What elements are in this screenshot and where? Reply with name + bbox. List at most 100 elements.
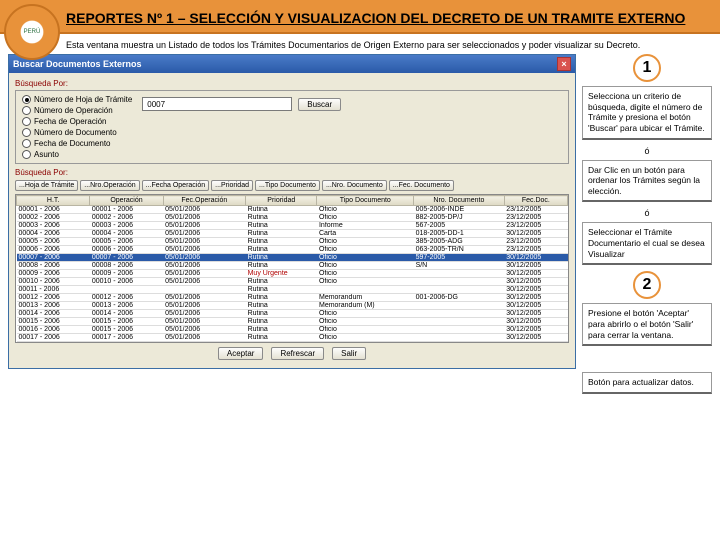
column-header[interactable]: Fec.Doc. — [504, 196, 567, 206]
table-cell: 00012 - 2006 — [17, 294, 90, 302]
table-cell: 05/01/2006 — [163, 310, 245, 318]
table-cell: 00004 - 2006 — [17, 230, 90, 238]
aceptar-button[interactable]: Aceptar — [218, 347, 264, 360]
table-row[interactable]: 00014 - 200600014 - 200605/01/2006Rutina… — [17, 310, 568, 318]
table-row[interactable]: 00001 - 200600001 - 200605/01/2006Rutina… — [17, 206, 568, 214]
table-row[interactable]: 00003 - 200600003 - 200605/01/2006Rutina… — [17, 222, 568, 230]
table-cell: 00017 - 2006 — [90, 334, 163, 342]
table-row[interactable]: 00015 - 200600015 - 200605/01/2006Rutina… — [17, 318, 568, 326]
callout-1: Selecciona un criterio de búsqueda, digi… — [582, 86, 712, 140]
table-cell: Rutina — [246, 206, 317, 214]
table-cell: Muy Urgente — [246, 270, 317, 278]
salir-button[interactable]: Salir — [332, 347, 366, 360]
table-row[interactable]: 00008 - 200600008 - 200605/01/2006Rutina… — [17, 262, 568, 270]
table-row[interactable]: 00007 - 200600007 - 200605/01/2006Rutina… — [17, 254, 568, 262]
table-cell: 05/01/2006 — [163, 254, 245, 262]
radio-icon — [22, 95, 31, 104]
table-cell: 05/01/2006 — [163, 222, 245, 230]
table-cell — [414, 310, 505, 318]
radio-group: Número de Hoja de Trámite Número de Opera… — [15, 90, 569, 164]
radio-option[interactable]: Fecha de Documento — [22, 139, 132, 148]
sort-button[interactable]: ...Prioridad — [211, 180, 253, 191]
callout-sep-2: ó — [582, 208, 712, 218]
table-cell — [414, 278, 505, 286]
table-row[interactable]: 00006 - 200600006 - 200605/01/2006Rutina… — [17, 246, 568, 254]
table-cell: 00006 - 2006 — [17, 246, 90, 254]
column-header[interactable]: Tipo Documento — [317, 196, 414, 206]
table-cell: Memorandum — [317, 294, 414, 302]
column-header[interactable]: Fec.Operación — [163, 196, 245, 206]
sort-button[interactable]: ...Nro. Documento — [322, 180, 387, 191]
table-cell: 00010 - 2006 — [90, 278, 163, 286]
sort-button[interactable]: ...Fecha Operación — [142, 180, 210, 191]
table-cell: 05/01/2006 — [163, 318, 245, 326]
column-header[interactable]: H.T. — [17, 196, 90, 206]
column-header[interactable]: Prioridad — [246, 196, 317, 206]
radio-option[interactable]: Número de Hoja de Trámite — [22, 95, 132, 104]
table-cell: 882-2005-DP/J — [414, 214, 505, 222]
table-cell: 23/12/2005 — [504, 222, 567, 230]
table-row[interactable]: 00017 - 200600017 - 200605/01/2006Rutina… — [17, 334, 568, 342]
table-cell: Oficio — [317, 334, 414, 342]
table-cell: 00006 - 2006 — [90, 246, 163, 254]
table-cell: 23/12/2005 — [504, 246, 567, 254]
table-cell: 00002 - 2006 — [90, 214, 163, 222]
radio-option[interactable]: Número de Documento — [22, 128, 132, 137]
table-row[interactable]: 00016 - 200600015 - 200605/01/2006Rutina… — [17, 326, 568, 334]
radio-label: Fecha de Operación — [34, 117, 107, 126]
table-cell: Carta — [317, 230, 414, 238]
column-header[interactable]: Nro. Documento — [414, 196, 505, 206]
radio-icon — [22, 117, 31, 126]
table-row[interactable]: 00004 - 200600004 - 200605/01/2006Rutina… — [17, 230, 568, 238]
table-cell — [414, 286, 505, 294]
buscar-button[interactable]: Buscar — [298, 98, 341, 111]
radio-label: Asunto — [34, 150, 59, 159]
sort-section-label: Búsqueda Por: — [15, 168, 569, 177]
table-cell: 00003 - 2006 — [90, 222, 163, 230]
table-cell: Oficio — [317, 254, 414, 262]
table-cell: 00017 - 2006 — [17, 334, 90, 342]
table-cell: 018-2005-DD-1 — [414, 230, 505, 238]
sort-button[interactable]: ...Nro.Operación — [80, 180, 139, 191]
table-cell: Rutina — [246, 334, 317, 342]
table-row[interactable]: 00013 - 200600013 - 200605/01/2006Rutina… — [17, 302, 568, 310]
table-row[interactable]: 00012 - 200600012 - 200605/01/2006Rutina… — [17, 294, 568, 302]
sort-button[interactable]: ...Fec. Documento — [389, 180, 454, 191]
table-cell: Rutina — [246, 238, 317, 246]
table-row[interactable]: 00009 - 200600009 - 200605/01/2006Muy Ur… — [17, 270, 568, 278]
radio-option[interactable]: Asunto — [22, 150, 132, 159]
table-cell: 00013 - 2006 — [90, 302, 163, 310]
refrescar-button[interactable]: Refrescar — [271, 347, 324, 360]
table-row[interactable]: 00005 - 200600005 - 200605/01/2006Rutina… — [17, 238, 568, 246]
data-grid[interactable]: H.T.OperaciónFec.OperaciónPrioridadTipo … — [15, 194, 569, 343]
close-icon[interactable]: × — [557, 57, 571, 71]
table-cell: 00012 - 2006 — [90, 294, 163, 302]
table-cell — [163, 286, 245, 294]
subtitle: Esta ventana muestra un Listado de todos… — [0, 34, 720, 54]
table-cell: Rutina — [246, 222, 317, 230]
callout-sep-1: ó — [582, 146, 712, 156]
sort-button[interactable]: ...Tipo Documento — [255, 180, 320, 191]
table-cell: 00009 - 2006 — [90, 270, 163, 278]
table-cell: 567-2005 — [414, 222, 505, 230]
table-cell: 00011 - 2006 — [17, 286, 90, 294]
table-row[interactable]: 00002 - 200600002 - 200605/01/2006Rutina… — [17, 214, 568, 222]
search-input[interactable] — [142, 97, 292, 111]
table-cell: 00004 - 2006 — [90, 230, 163, 238]
sort-button[interactable]: ...Hoja de Trámite — [15, 180, 78, 191]
table-row[interactable]: 00010 - 200600010 - 200605/01/2006Rutina… — [17, 278, 568, 286]
table-row[interactable]: 00011 - 2006Rutina30/12/2005 — [17, 286, 568, 294]
titlebar: Buscar Documentos Externos × — [9, 55, 575, 73]
table-cell: 00001 - 2006 — [90, 206, 163, 214]
table-cell: Rutina — [246, 318, 317, 326]
column-header[interactable]: Operación — [90, 196, 163, 206]
table-cell: 23/12/2005 — [504, 214, 567, 222]
search-section-label: Búsqueda Por: — [15, 79, 569, 88]
callout-3: Botón para actualizar datos. — [582, 372, 712, 394]
radio-option[interactable]: Fecha de Operación — [22, 117, 132, 126]
table-cell: 00009 - 2006 — [17, 270, 90, 278]
table-cell: 00005 - 2006 — [17, 238, 90, 246]
table-cell: 00002 - 2006 — [17, 214, 90, 222]
radio-option[interactable]: Número de Operación — [22, 106, 132, 115]
table-cell: Oficio — [317, 270, 414, 278]
